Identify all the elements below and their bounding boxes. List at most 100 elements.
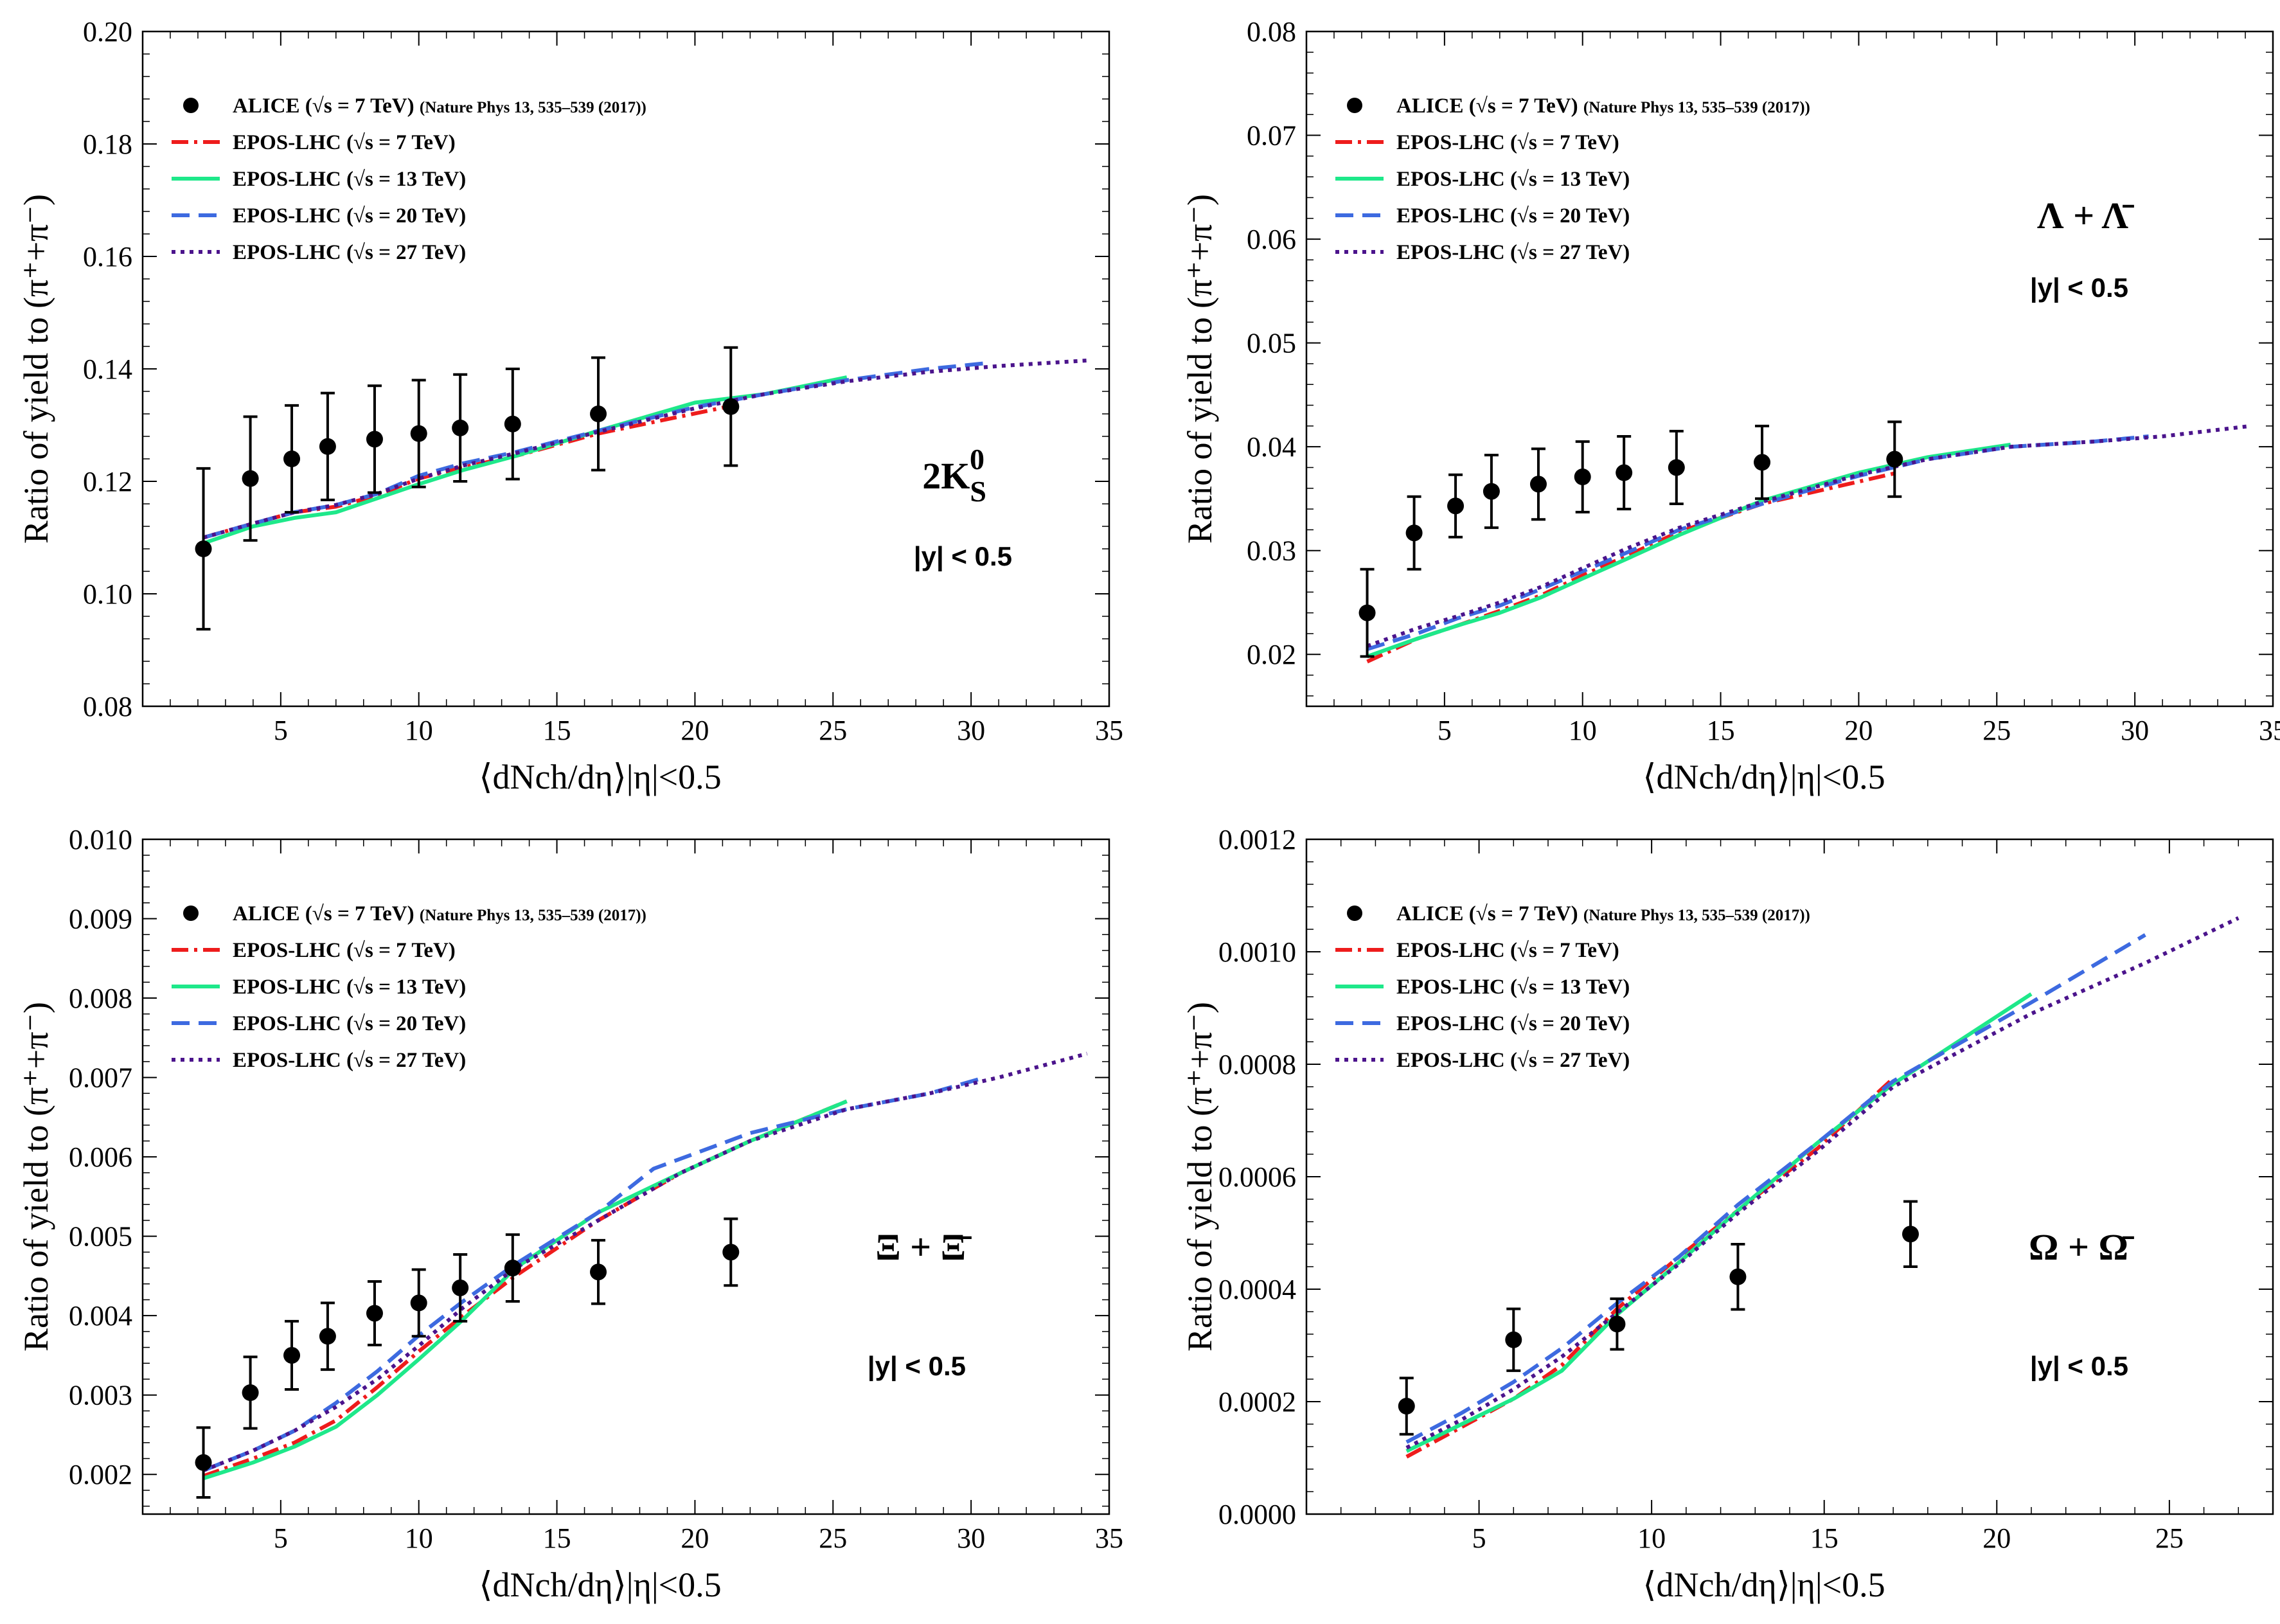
x-tick-label: 5 — [274, 715, 288, 746]
y-tick-label: 0.005 — [69, 1221, 132, 1253]
y-tick-label: 0.08 — [83, 691, 132, 722]
x-tick-label: 20 — [1982, 1522, 2011, 1554]
alice-point — [410, 425, 427, 442]
y-tick-label: 0.0002 — [1218, 1386, 1296, 1418]
legend: ALICE (√s = 7 TeV) (Nature Phys 13, 535–… — [172, 902, 646, 1072]
legend-marker-alice — [1347, 98, 1362, 113]
legend-label-epos-13tev: EPOS-LHC (√s = 13 TeV) — [233, 976, 466, 999]
y-tick-label: 0.008 — [69, 983, 132, 1014]
x-tick-label: 35 — [1095, 715, 1123, 746]
y-tick-label: 0.009 — [69, 904, 132, 935]
x-tick-label: 20 — [681, 1522, 709, 1554]
legend-marker-alice — [1347, 906, 1362, 921]
alice-point — [1505, 1331, 1522, 1348]
alice-point — [195, 540, 212, 557]
legend: ALICE (√s = 7 TeV) (Nature Phys 13, 535–… — [1335, 94, 1810, 264]
x-tick-label: 30 — [2121, 715, 2149, 746]
panel-bottom-right: 5 10 15 20 25 0.0000 0.0002 0.0004 0.0006 0.0008 0… — [1180, 824, 2274, 1604]
x-axis-title: ⟨dNch/dη⟩|η|<0.5 — [1643, 1566, 1885, 1604]
alice-point — [1358, 604, 1376, 621]
y-tick-label: 0.004 — [69, 1300, 132, 1332]
x-axis-title: ⟨dNch/dη⟩|η|<0.5 — [479, 758, 721, 796]
y-tick-label: 0.0010 — [1218, 936, 1296, 968]
alice-point — [283, 451, 301, 467]
particle-label: Ξ + Ξ̄ — [875, 1226, 972, 1268]
y-tick-label: 0.0000 — [1218, 1499, 1296, 1530]
series-line-epos-13tev — [1366, 442, 2011, 659]
legend-label-alice: ALICE (√s = 7 TeV) (Nature Phys 13, 535–… — [1396, 94, 1810, 118]
alice-point — [590, 1263, 607, 1281]
legend-label-epos-7tev: EPOS-LHC (√s = 7 TeV) — [233, 939, 456, 962]
series-line-epos-20tev — [1405, 933, 2146, 1444]
alice-point — [1902, 1226, 1919, 1243]
rapidity-label: |y| < 0.5 — [868, 1351, 966, 1382]
x-tick-label: 10 — [1637, 1522, 1666, 1554]
x-tick-label: 35 — [2259, 715, 2280, 746]
particle-label: Ω + Ω̄ — [2029, 1226, 2134, 1268]
x-tick-label: 15 — [543, 715, 571, 746]
legend-label-epos-27tev: EPOS-LHC (√s = 27 TeV) — [233, 241, 466, 264]
x-tick-label: 25 — [819, 715, 847, 746]
series-line-epos-20tev — [202, 1075, 986, 1472]
x-tick-label: 10 — [405, 715, 433, 746]
alice-point — [242, 1384, 259, 1401]
x-tick-label: 10 — [405, 1522, 433, 1554]
y-tick-label: 0.0008 — [1218, 1049, 1296, 1080]
legend-label-epos-20tev: EPOS-LHC (√s = 20 TeV) — [233, 204, 466, 228]
y-tick-label: 0.18 — [83, 129, 132, 160]
y-tick-label: 0.0004 — [1218, 1274, 1296, 1305]
legend-label-epos-20tev: EPOS-LHC (√s = 20 TeV) — [1396, 204, 1630, 228]
y-tick-label: 0.08 — [1247, 16, 1296, 48]
y-tick-label: 0.03 — [1247, 535, 1296, 567]
alice-point — [452, 419, 469, 436]
legend-label-epos-7tev: EPOS-LHC (√s = 7 TeV) — [1396, 939, 1619, 962]
y-tick-label: 0.05 — [1247, 328, 1296, 359]
alice-point — [366, 1305, 383, 1322]
series-line-epos-20tev — [1366, 434, 2149, 652]
y-axis-title: Ratio of yield to (π⁺+π⁻) — [1180, 1002, 1219, 1352]
x-tick-label: 15 — [1810, 1522, 1839, 1554]
legend-label-epos-20tev: EPOS-LHC (√s = 20 TeV) — [1396, 1012, 1630, 1035]
alice-point — [722, 398, 740, 415]
legend-label-alice: ALICE (√s = 7 TeV) (Nature Phys 13, 535–… — [233, 902, 646, 925]
alice-point — [283, 1346, 301, 1364]
panel-top-left: 5 10 15 20 25 30 35 0.08 0.10 0.12 0.14 0.16 0.18 0.2… — [17, 16, 1123, 796]
x-tick-label: 30 — [957, 1522, 985, 1554]
legend: ALICE (√s = 7 TeV) (Nature Phys 13, 535–… — [1335, 902, 1810, 1072]
panel-top-right: 5 10 15 20 25 30 35 0.02 0.03 0.04 0.05 0.06 0.07 0.0… — [1180, 16, 2280, 796]
y-tick-label: 0.04 — [1247, 431, 1296, 463]
series-line-epos-27tev — [1405, 916, 2240, 1450]
series-line-epos-27tev — [202, 358, 1087, 540]
x-axis-title: ⟨dNch/dη⟩|η|<0.5 — [479, 1566, 721, 1604]
series-line-epos-7tev — [1405, 1076, 1895, 1459]
series-line-epos-7tev — [1366, 470, 1898, 664]
series-line-epos-7tev — [202, 1099, 848, 1478]
alice-point — [410, 1294, 427, 1312]
y-tick-label: 0.02 — [1247, 639, 1296, 670]
legend-marker-alice — [183, 906, 199, 921]
legend: ALICE (√s = 7 TeV) (Nature Phys 13, 535–… — [172, 94, 646, 264]
legend-label-epos-13tev: EPOS-LHC (√s = 13 TeV) — [233, 168, 466, 191]
rapidity-label: |y| < 0.5 — [2030, 1351, 2128, 1382]
y-tick-label: 0.14 — [83, 353, 132, 385]
y-tick-label: 0.0012 — [1218, 824, 1296, 855]
y-tick-label: 0.12 — [83, 466, 132, 497]
y-axis-title: Ratio of yield to (π⁺+π⁻) — [1180, 194, 1219, 544]
legend-label-epos-27tev: EPOS-LHC (√s = 27 TeV) — [1396, 241, 1630, 264]
alice-point — [1483, 483, 1500, 500]
alice-point — [1729, 1268, 1747, 1285]
y-tick-label: 0.20 — [83, 16, 132, 48]
x-tick-label: 15 — [1707, 715, 1735, 746]
x-tick-label: 5 — [1438, 715, 1452, 746]
y-tick-label: 0.07 — [1247, 120, 1296, 152]
x-tick-label: 20 — [1844, 715, 1873, 746]
alice-point — [1608, 1316, 1626, 1333]
plot-frame — [1305, 30, 2274, 708]
rapidity-label: |y| < 0.5 — [914, 541, 1012, 572]
legend-label-epos-13tev: EPOS-LHC (√s = 13 TeV) — [1396, 976, 1630, 999]
y-axis-title: Ratio of yield to (π⁺+π⁻) — [17, 194, 55, 544]
alice-point — [504, 415, 521, 433]
alice-point — [504, 1260, 521, 1277]
alice-point — [722, 1244, 740, 1261]
alice-point — [1405, 524, 1423, 542]
